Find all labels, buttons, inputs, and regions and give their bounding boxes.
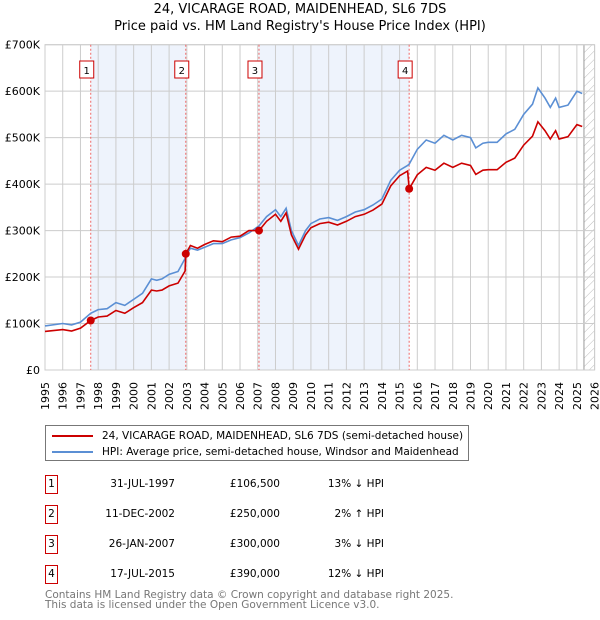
x-tick-label: 2008	[269, 382, 282, 410]
x-tick-label: 2014	[376, 382, 389, 410]
y-tick-label: £700K	[5, 39, 41, 52]
y-tick-label: £500K	[5, 132, 41, 145]
x-tick-label: 2013	[358, 382, 371, 410]
sale-price: £390,000	[229, 568, 280, 580]
y-tick-label: £200K	[5, 271, 41, 284]
legend: 24, VICARAGE ROAD, MAIDENHEAD, SL6 7DS (…	[45, 425, 469, 461]
sale-hpi-diff: 12% ↓ HPI	[327, 568, 384, 580]
x-tick-label: 2000	[128, 382, 141, 410]
sale-date: 17-JUL-2015	[110, 568, 175, 580]
x-tick-label: 1997	[74, 382, 87, 410]
legend-label: HPI: Average price, semi-detached house,…	[102, 446, 459, 458]
x-tick-label: 2022	[518, 382, 531, 410]
x-tick-label: 2024	[553, 382, 566, 410]
x-tick-label: 1996	[57, 382, 70, 410]
y-tick-label: £100K	[5, 318, 41, 331]
forecast-hatch	[583, 44, 595, 370]
x-tick-label: 1995	[39, 382, 52, 410]
x-tick-label: 2011	[323, 382, 336, 410]
x-tick-label: 2019	[464, 382, 477, 410]
plot-frame	[44, 44, 596, 371]
sale-price: £300,000	[229, 538, 280, 550]
x-tick-label: 2003	[181, 382, 194, 410]
sale-hpi-diff: 13% ↓ HPI	[327, 478, 384, 490]
x-tick-label: 2018	[447, 382, 460, 410]
sale-date: 26-JAN-2007	[108, 538, 175, 550]
chart-title: 24, VICARAGE ROAD, MAIDENHEAD, SL6 7DS	[153, 2, 447, 17]
y-tick-label: £400K	[5, 178, 41, 191]
y-tick-label: £0	[26, 364, 40, 377]
sale-label-number: 2	[179, 66, 185, 77]
sale-period-shade	[90, 44, 186, 370]
sale-point	[181, 249, 190, 258]
footer-copyright: Contains HM Land Registry data © Crown c…	[45, 589, 454, 601]
x-tick-label: 1998	[92, 382, 105, 410]
sale-price: £106,500	[229, 478, 280, 490]
x-tick-label: 2026	[589, 382, 600, 410]
legend-swatch-red	[52, 435, 93, 437]
hpi-series-line	[44, 86, 583, 327]
x-tick-label: 2009	[287, 382, 300, 410]
x-tick-label: 2007	[252, 382, 265, 410]
sale-hpi-diff: 2% ↑ HPI	[334, 508, 384, 520]
x-tick-label: 2001	[145, 382, 158, 410]
x-tick-label: 2016	[411, 382, 424, 410]
sale-number-badge: 4	[45, 565, 58, 584]
footer-licence: This data is licensed under the Open Gov…	[45, 599, 380, 611]
sale-label-number: 1	[84, 66, 90, 77]
sale-number-badge: 3	[45, 535, 58, 554]
sale-label-box	[397, 60, 413, 79]
sale-label-box	[174, 60, 190, 79]
sale-label-box	[247, 60, 263, 79]
sale-label-box	[79, 60, 95, 79]
sale-label-number: 4	[402, 66, 408, 77]
x-tick-label: 2012	[340, 382, 353, 410]
x-tick-label: 2025	[571, 382, 584, 410]
sale-number-badge: 2	[45, 505, 58, 524]
x-tick-label: 2017	[429, 382, 442, 410]
sale-point	[405, 184, 414, 193]
sale-price: £250,000	[229, 508, 280, 520]
x-tick-label: 2010	[305, 382, 318, 410]
legend-item-property: 24, VICARAGE ROAD, MAIDENHEAD, SL6 7DS (…	[52, 428, 463, 444]
x-tick-label: 1999	[110, 382, 123, 410]
legend-swatch-blue	[52, 451, 93, 453]
x-tick-label: 2021	[500, 382, 513, 410]
x-tick-label: 2015	[394, 382, 407, 410]
legend-label: 24, VICARAGE ROAD, MAIDENHEAD, SL6 7DS (…	[102, 430, 464, 442]
x-tick-label: 2006	[234, 382, 247, 410]
sale-number-badge: 1	[45, 475, 58, 494]
price-chart: 1995 1996 1997 1998 1999 2000 2001 2002 2003 2004…	[5, 39, 600, 410]
sale-point	[254, 226, 263, 235]
sale-date: 31-JUL-1997	[110, 478, 175, 490]
sale-date: 11-DEC-2002	[105, 508, 175, 520]
chart-subtitle: Price paid vs. HM Land Registry's House …	[114, 19, 486, 34]
x-tick-label: 2002	[163, 382, 176, 410]
x-tick-label: 2020	[482, 382, 495, 410]
x-tick-label: 2004	[199, 382, 212, 410]
y-tick-label: £600K	[5, 85, 41, 98]
x-tick-label: 2023	[535, 382, 548, 410]
property-series-line	[44, 120, 583, 333]
sale-point	[86, 316, 95, 325]
y-tick-label: £300K	[5, 225, 41, 238]
legend-item-hpi: HPI: Average price, semi-detached house,…	[52, 444, 459, 460]
sale-label-number: 3	[252, 66, 258, 77]
sale-period-shade	[258, 44, 410, 370]
x-tick-label: 2005	[216, 382, 229, 410]
sale-hpi-diff: 3% ↓ HPI	[334, 538, 384, 550]
